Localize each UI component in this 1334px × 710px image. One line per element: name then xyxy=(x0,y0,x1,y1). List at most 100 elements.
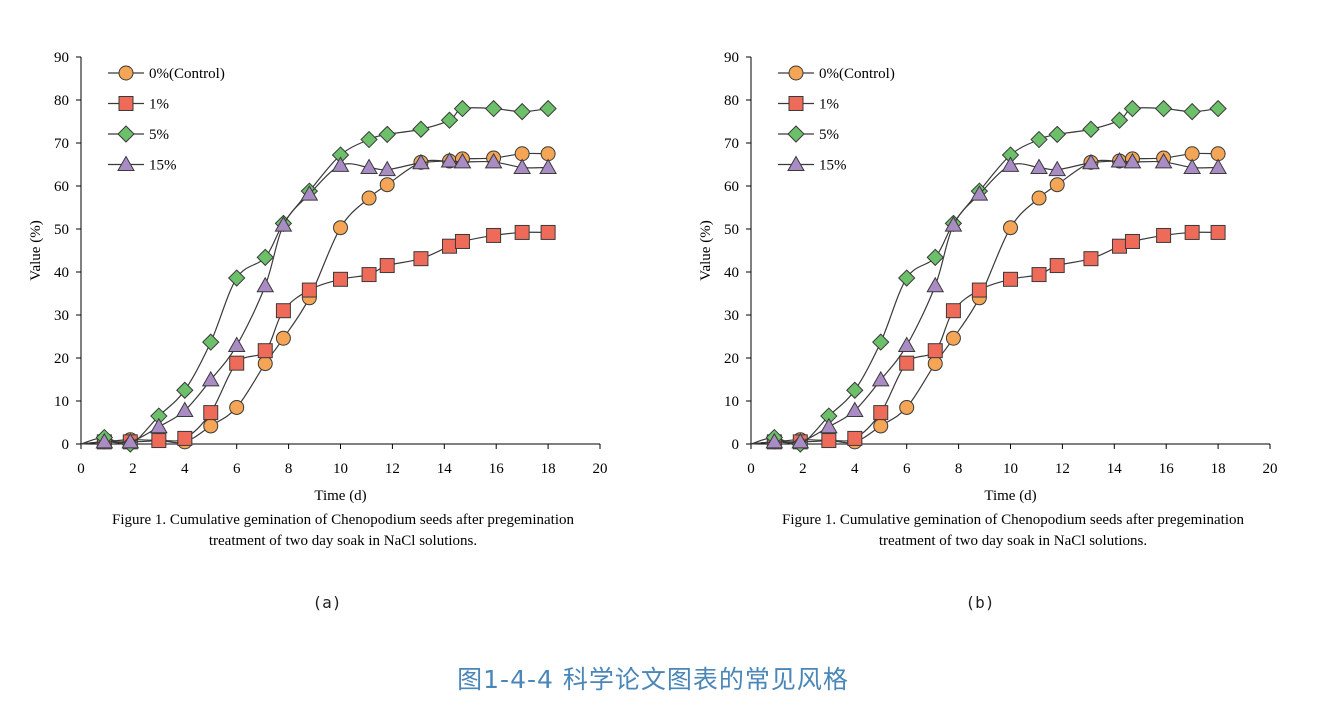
y-tick-label: 40 xyxy=(54,265,69,281)
marker-1%-11 xyxy=(1031,267,1047,283)
marker-5%-11 xyxy=(360,130,378,149)
y-tick-label: 10 xyxy=(724,394,739,410)
marker-1%-15 xyxy=(1124,233,1140,249)
marker-0%(Control)-12 xyxy=(379,177,395,193)
marker-15%-17 xyxy=(513,158,532,175)
x-tick-label: 8 xyxy=(955,461,963,477)
series-line-1% xyxy=(80,231,549,445)
legend-entry-5%: 5% xyxy=(778,125,839,143)
marker-1%-10 xyxy=(333,271,348,287)
marker-15%-7 xyxy=(256,276,275,293)
x-tick-label: 16 xyxy=(489,461,505,477)
marker-1%-15 xyxy=(454,233,470,249)
x-tick-label: 16 xyxy=(1159,461,1175,477)
marker-1%-18 xyxy=(540,224,556,240)
legend-entry-0%(Control): 0%(Control) xyxy=(778,65,895,82)
legend-entry-15%: 15% xyxy=(778,155,847,174)
y-tick-label: 10 xyxy=(54,394,69,410)
marker-0%(Control)-7 xyxy=(257,356,273,372)
marker-1%-12 xyxy=(379,258,395,274)
marker-15%-9 xyxy=(970,185,989,201)
marker-0%(Control)-10 xyxy=(333,220,348,236)
marker-15%-9 xyxy=(300,185,319,201)
figure-caption: 图1-4-4 科学论文图表的常见风格 xyxy=(457,665,849,694)
legend-label: 0%(Control) xyxy=(149,66,225,82)
marker-15%-1 xyxy=(765,432,784,449)
marker-1%-13 xyxy=(1083,251,1099,267)
marker-1%-7 xyxy=(257,343,273,359)
chart-caption-line: treatment of two day soak in NaCl soluti… xyxy=(879,533,1147,549)
marker-5%-16 xyxy=(1154,99,1173,118)
marker-5%-4 xyxy=(846,381,864,399)
y-tick-label: 80 xyxy=(54,93,69,109)
chart-caption-line: Figure 1. Cumulative gemination of Cheno… xyxy=(782,512,1244,528)
y-tick-label: 70 xyxy=(724,136,739,152)
y-tick-label: 50 xyxy=(724,222,739,238)
y-tick-label: 0 xyxy=(732,437,740,453)
marker-15%-13 xyxy=(412,153,430,170)
marker-1%-7 xyxy=(927,343,943,359)
marker-5%-5 xyxy=(872,333,890,351)
x-tick-label: 12 xyxy=(1055,461,1070,477)
marker-5%-17 xyxy=(1183,102,1201,121)
series-5% xyxy=(80,99,557,453)
y-tick-label: 20 xyxy=(54,351,69,367)
marker-15%-15 xyxy=(1123,152,1142,169)
marker-15%-18 xyxy=(539,158,557,175)
marker-0%(Control)-7 xyxy=(927,356,943,372)
marker-5%-15 xyxy=(453,99,472,118)
marker-5%-12 xyxy=(378,125,396,144)
x-tick-label: 10 xyxy=(1003,461,1018,477)
marker-0%(Control)-11 xyxy=(1031,190,1047,206)
marker-15%-3 xyxy=(149,417,168,434)
marker-15%-8 xyxy=(274,216,293,232)
marker-1%-11 xyxy=(361,267,377,283)
y-tick-label: 30 xyxy=(724,308,739,324)
marker-5%-4 xyxy=(176,381,194,399)
marker-1%-16 xyxy=(1156,227,1172,243)
marker-1%-12 xyxy=(1049,258,1065,274)
marker-1%-13 xyxy=(413,251,429,267)
series-0%(Control) xyxy=(80,146,556,450)
legend-label: 5% xyxy=(149,127,169,143)
marker-15%-5 xyxy=(201,370,220,387)
marker-5%-6 xyxy=(227,269,246,287)
series-0%(Control) xyxy=(750,146,1226,450)
marker-legend-1%-0 xyxy=(118,96,134,111)
marker-1%-5 xyxy=(873,405,889,421)
marker-1%-17 xyxy=(1184,224,1200,240)
marker-0%(Control)-8 xyxy=(275,330,291,346)
legend-label: 1% xyxy=(149,97,169,113)
marker-15%-6 xyxy=(227,336,246,353)
y-tick-label: 70 xyxy=(54,136,69,152)
marker-1%-14 xyxy=(441,238,457,254)
x-tick-label: 8 xyxy=(285,461,293,477)
marker-15%-4 xyxy=(175,401,194,417)
marker-15%-14 xyxy=(1110,152,1129,168)
marker-5%-5 xyxy=(202,333,220,351)
marker-5%-13 xyxy=(412,120,430,138)
marker-15%-12 xyxy=(378,160,397,177)
marker-15%-4 xyxy=(845,401,864,417)
y-axis-label: Value (%) xyxy=(28,220,44,280)
x-tick-label: 4 xyxy=(851,461,859,477)
marker-15%-2 xyxy=(121,432,140,449)
marker-legend-15%-0 xyxy=(117,155,135,171)
legend-entry-0%(Control): 0%(Control) xyxy=(108,65,225,82)
marker-5%-15 xyxy=(1123,99,1142,118)
marker-1%-17 xyxy=(514,224,530,240)
marker-5%-13 xyxy=(1082,120,1100,138)
marker-legend-5%-0 xyxy=(117,125,135,143)
marker-1%-9 xyxy=(301,282,317,298)
marker-1%-10 xyxy=(1003,271,1018,287)
x-tick-label: 0 xyxy=(77,461,85,477)
legend-label: 15% xyxy=(149,158,177,174)
marker-15%-2 xyxy=(791,432,810,449)
marker-5%-7 xyxy=(926,248,944,267)
marker-5%-14 xyxy=(1110,111,1129,129)
marker-1%-14 xyxy=(1111,238,1127,254)
marker-0%(Control)-8 xyxy=(945,330,961,346)
x-tick-label: 14 xyxy=(437,461,453,477)
marker-0%(Control)-5 xyxy=(873,418,889,434)
y-tick-label: 0 xyxy=(62,437,70,453)
